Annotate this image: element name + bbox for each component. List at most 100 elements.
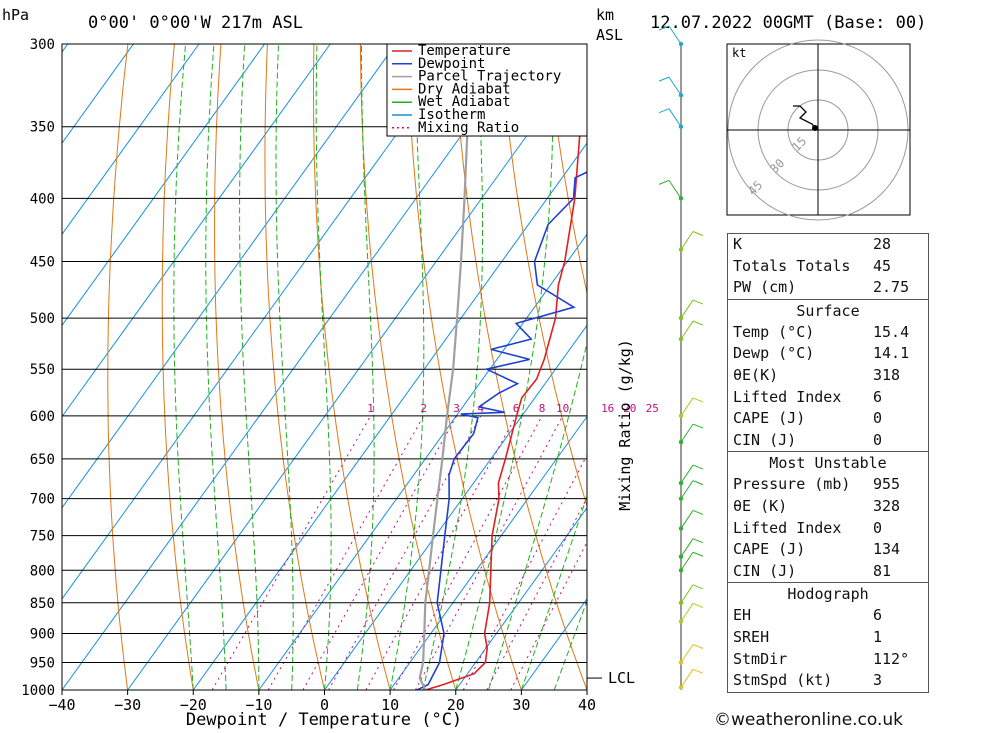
pressure-tick-label: 600 — [30, 409, 55, 425]
x-tick-label: 10 — [381, 696, 399, 714]
index-row: SREH 1 — [728, 627, 928, 649]
location-title: 0°00' 0°00'W 217m ASL — [88, 13, 303, 33]
x-axis-label: Dewpoint / Temperature (°C) — [186, 710, 462, 730]
pressure-tick-label: 650 — [30, 452, 55, 468]
index-value: 0 — [873, 518, 883, 537]
dry-adiabat-line — [546, 44, 587, 295]
pressure-tick-label: 900 — [30, 626, 55, 642]
index-label: CAPE (J) — [733, 409, 806, 428]
isotherm-line — [62, 44, 462, 600]
wind-barb-flag — [658, 108, 670, 114]
index-label: Dewp (°C) — [733, 344, 815, 363]
mixing-ratio-line — [393, 415, 543, 690]
index-value: 0 — [873, 430, 883, 449]
index-label: K — [733, 235, 743, 253]
pressure-tick-label: 450 — [30, 255, 55, 271]
index-value: 318 — [873, 365, 901, 384]
index-row: Totals Totals 45 — [728, 256, 928, 278]
x-tick-label: 20 — [447, 696, 465, 714]
lcl-marker: LCL — [587, 669, 635, 687]
index-label: Totals Totals — [733, 256, 851, 275]
wet-adiabat-line — [173, 44, 194, 690]
index-label: Temp (°C) — [733, 322, 815, 341]
mixing-ratio-label: 25 — [646, 402, 659, 415]
wind-barb-staff — [680, 603, 694, 622]
index-label: CAPE (J) — [733, 540, 806, 559]
index-label: CIN (J) — [733, 561, 797, 580]
wind-barb-flag — [692, 602, 704, 608]
wind-barb-staff — [680, 551, 694, 571]
wind-barb-staff — [680, 231, 694, 250]
wet-adiabat-line — [455, 44, 554, 690]
index-value: 3 — [873, 671, 883, 690]
indices-table: K 28 Totals Totals 45 PW (cm) 2.75 Surface Tem… — [727, 233, 929, 693]
mixing-ratio-label: 20 — [623, 402, 636, 415]
hodograph-trace — [793, 105, 818, 131]
isotherm-line — [62, 44, 266, 327]
pressure-tick-label: 1000 — [21, 683, 55, 699]
wind-barb-flag — [658, 25, 670, 31]
wet-adiabat-line — [488, 340, 587, 690]
wind-barb-staff — [680, 464, 694, 484]
isotherm-line — [62, 44, 331, 418]
hodograph-unit-label: kt — [732, 46, 746, 60]
index-label: EH — [733, 606, 752, 625]
index-row: Lifted Index 0 — [728, 518, 928, 540]
index-row: θE(K) 318 — [728, 365, 928, 387]
index-value: 81 — [873, 561, 892, 580]
index-label: StmSpd (kt) — [733, 671, 833, 690]
index-value: 6 — [873, 387, 883, 406]
index-row: CIN (J) 81 — [728, 561, 928, 583]
wind-barb-staff — [680, 299, 694, 319]
mixing-ratio-label: 2 — [420, 402, 427, 415]
pressure-tick-label: 850 — [30, 596, 55, 612]
x-tick-label: −20 — [180, 696, 207, 714]
index-row: Lifted Index 6 — [728, 387, 928, 409]
index-row: Pressure (mb) 955 — [728, 474, 928, 496]
index-value: 0 — [873, 409, 883, 428]
wet-adiabat-line — [275, 44, 294, 690]
wind-barb-flag — [692, 299, 704, 305]
mixing-ratio-label: 1 — [367, 402, 374, 415]
x-tick-label: −10 — [245, 696, 272, 714]
index-label: θE (K) — [733, 496, 788, 515]
index-label: θE(K) — [733, 365, 779, 384]
isotherm-line — [258, 233, 587, 690]
plot-frame — [61, 43, 588, 691]
wet-adiabat-line — [315, 44, 332, 690]
pressure-tick-label: 700 — [30, 492, 55, 508]
wind-barb-staff — [668, 108, 682, 127]
wind-barb-staff — [668, 180, 682, 199]
index-value: 134 — [873, 540, 901, 559]
mixing-ratio-label: 3 — [453, 402, 460, 415]
wind-barb-staff — [680, 480, 694, 499]
legend-item-label: Wet Adiabat — [418, 94, 511, 110]
dry-adiabat-line — [313, 44, 391, 690]
mixing-ratio-line — [414, 415, 564, 690]
index-row: θE (K) 328 — [728, 496, 928, 518]
section-title: Most Unstable — [769, 454, 887, 473]
wind-profile — [658, 25, 704, 690]
index-row: Temp (°C) 15.4 — [728, 322, 928, 344]
legend-item-label: Dewpoint — [418, 56, 485, 72]
index-value: 28 — [873, 235, 892, 253]
index-label: Pressure (mb) — [733, 475, 851, 494]
index-row: CIN (J) 0 — [728, 430, 928, 452]
wind-barb-staff — [680, 669, 694, 688]
wind-barb-staff — [680, 423, 694, 443]
legend-item-label: Dry Adiabat — [418, 81, 511, 97]
index-label: Lifted Index — [733, 387, 842, 406]
wind-barb-flag — [692, 231, 704, 236]
legend-item-label: Mixing Ratio — [418, 120, 519, 136]
wind-barb-flag — [692, 584, 704, 590]
index-row: CAPE (J) 134 — [728, 539, 928, 561]
pressure-tick-label: 350 — [30, 120, 55, 136]
datetime-title: 12.07.2022 00GMT (Base: 00) — [650, 13, 926, 33]
isotherm-line — [62, 44, 528, 690]
wet-adiabat-line — [389, 44, 425, 690]
wind-barb-staff — [668, 25, 682, 45]
